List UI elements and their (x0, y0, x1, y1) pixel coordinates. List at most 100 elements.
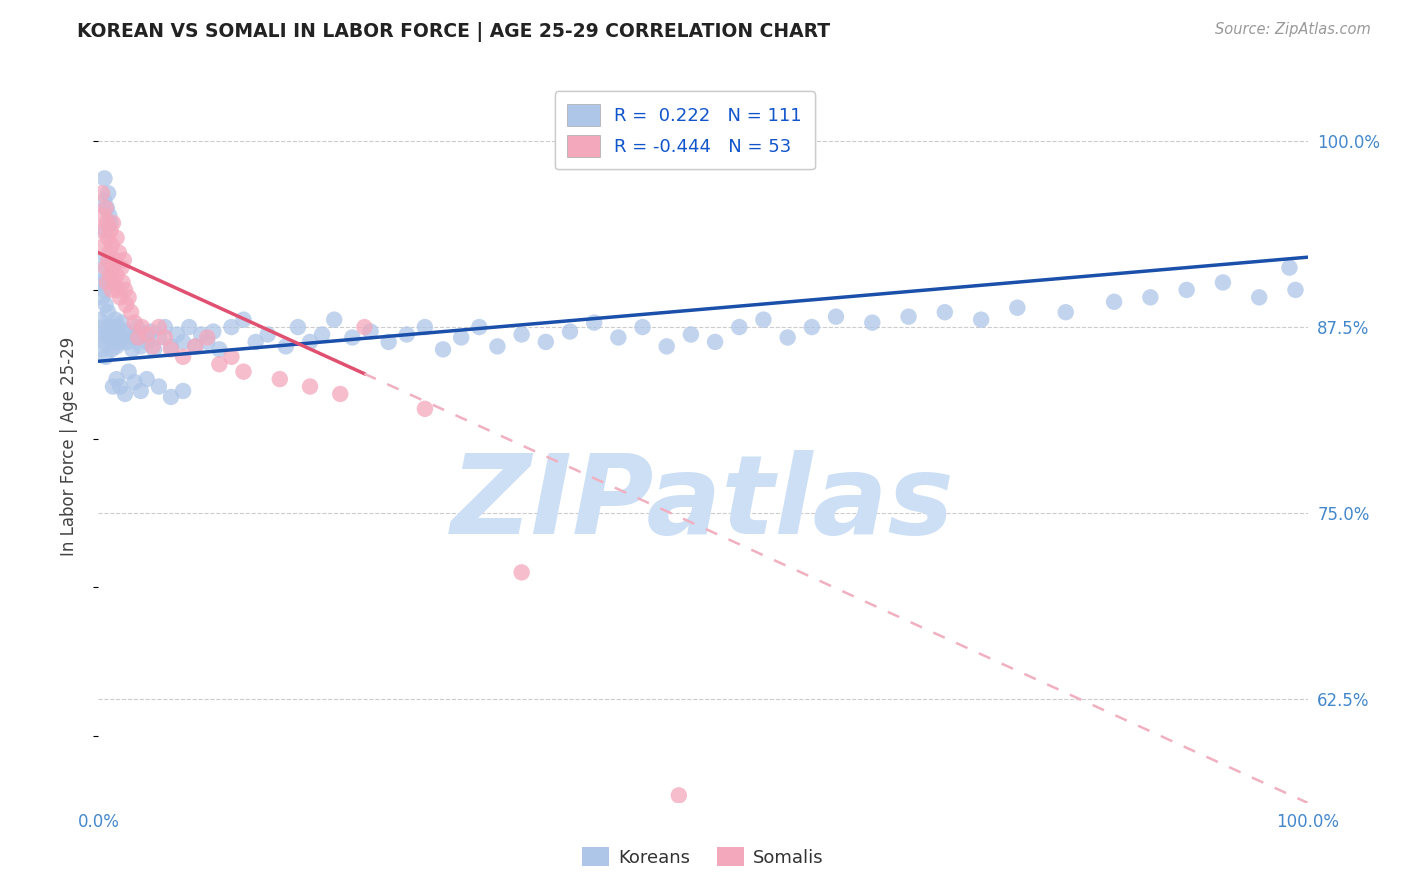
Point (184, 339, 207, 353)
Point (100, 330, 122, 344)
Point (153, 320, 176, 334)
Point (114, 283, 136, 297)
Point (97, 305, 120, 319)
Point (510, 327, 533, 342)
Point (127, 320, 149, 334)
Point (91, 290, 114, 304)
Point (450, 330, 472, 344)
Point (934, 305, 956, 319)
Point (311, 327, 333, 342)
Point (93, 238, 115, 252)
Point (558, 325, 581, 339)
Point (100, 343, 122, 357)
Point (202, 325, 225, 339)
Point (135, 372, 157, 386)
Point (91, 209, 114, 223)
Point (148, 379, 170, 393)
Point (208, 357, 231, 371)
Point (377, 334, 399, 349)
Point (105, 372, 128, 386)
Point (96, 216, 118, 230)
Point (100, 216, 122, 230)
Point (97, 231, 120, 245)
Point (1278, 260, 1301, 275)
Point (101, 216, 124, 230)
Point (800, 320, 823, 334)
Point (143, 343, 166, 357)
Point (93, 194, 115, 208)
Point (1007, 301, 1029, 315)
Point (148, 330, 170, 344)
Point (89, 253, 111, 268)
Legend: R =  0.222   N = 111, R = -0.444   N = 53: R = 0.222 N = 111, R = -0.444 N = 53 (555, 91, 814, 169)
Point (353, 320, 375, 334)
Point (111, 330, 134, 344)
Point (172, 350, 194, 364)
Point (120, 305, 142, 319)
Point (124, 375, 146, 389)
Point (91, 186, 114, 201)
Point (105, 268, 128, 282)
Point (118, 365, 141, 379)
Point (232, 312, 254, 326)
Point (100, 268, 122, 282)
Point (395, 327, 418, 342)
Point (139, 325, 162, 339)
Point (96, 327, 118, 342)
Point (468, 320, 491, 334)
Point (94, 201, 117, 215)
Point (108, 334, 131, 349)
Point (91, 320, 114, 334)
Point (135, 327, 157, 342)
Point (825, 310, 848, 324)
Point (93, 334, 115, 349)
Point (360, 325, 382, 339)
Point (897, 310, 920, 324)
Point (510, 566, 533, 580)
Point (101, 260, 124, 275)
Point (245, 334, 267, 349)
Point (91, 268, 114, 282)
Point (100, 238, 122, 252)
Point (105, 339, 128, 353)
Text: ZIPatlas: ZIPatlas (451, 450, 955, 557)
Point (108, 245, 131, 260)
Point (110, 316, 132, 330)
Point (486, 339, 509, 353)
Point (114, 387, 136, 401)
Point (269, 372, 291, 386)
Point (135, 334, 157, 349)
Point (94, 350, 117, 364)
Point (860, 316, 883, 330)
Point (131, 320, 153, 334)
Point (107, 320, 129, 334)
Point (172, 334, 194, 349)
Point (121, 343, 143, 357)
Point (90, 276, 112, 290)
Point (256, 327, 278, 342)
Point (323, 312, 346, 326)
Point (100, 223, 122, 237)
Point (184, 339, 207, 353)
Point (190, 327, 212, 342)
Point (111, 276, 134, 290)
Point (148, 320, 170, 334)
Point (1284, 283, 1306, 297)
Point (97, 186, 120, 201)
Point (583, 811, 606, 825)
Point (134, 327, 156, 342)
Point (96, 201, 118, 215)
Point (129, 339, 152, 353)
Point (208, 343, 231, 357)
Point (98, 320, 121, 334)
Point (166, 327, 188, 342)
Point (101, 379, 124, 393)
Point (103, 334, 125, 349)
Text: KOREAN VS SOMALI IN LABOR FORCE | AGE 25-29 CORRELATION CHART: KOREAN VS SOMALI IN LABOR FORCE | AGE 25… (77, 22, 831, 42)
Point (101, 320, 124, 334)
Point (631, 320, 654, 334)
Point (704, 334, 727, 349)
Point (94, 223, 117, 237)
Point (1054, 305, 1077, 319)
Point (342, 330, 364, 344)
